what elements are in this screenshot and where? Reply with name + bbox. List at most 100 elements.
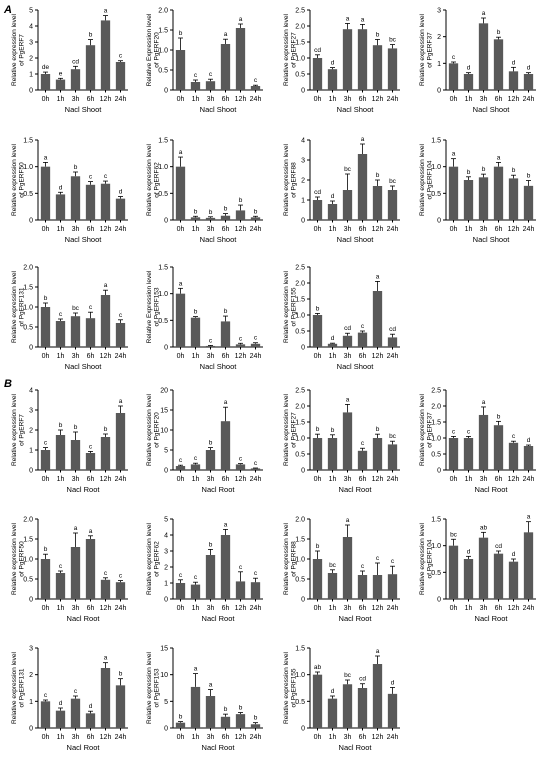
y-tick-label: 2.5 xyxy=(295,265,305,272)
chart-18: 0 0.5 1.0 1.5 bc 0h d 1h ab 3h cd 6h d 12h a 24h Nacl Ro… xyxy=(419,514,536,623)
bar xyxy=(40,74,51,90)
y-axis-label: Relative expression levelof PgERF20 xyxy=(146,394,161,466)
significance-letter: b xyxy=(89,32,93,39)
bar xyxy=(387,693,398,728)
significance-letter: c xyxy=(104,173,108,180)
bar xyxy=(235,344,246,347)
y-axis-label-line: Relative expression level xyxy=(283,394,290,466)
significance-letter: b xyxy=(179,714,183,721)
significance-letter: b xyxy=(74,164,78,171)
x-tick-label: 12h xyxy=(508,226,520,233)
y-axis-label-line: of PgERF20 xyxy=(154,412,161,448)
bar xyxy=(250,468,261,470)
significance-letter: d xyxy=(467,548,471,555)
bar xyxy=(70,440,81,470)
significance-letter: b xyxy=(316,305,320,312)
y-tick-label: 1.5 xyxy=(23,537,33,544)
x-tick-label: 12h xyxy=(372,96,384,103)
x-axis-label: Nacl Root xyxy=(202,743,236,752)
significance-letter: b xyxy=(104,426,108,433)
bar xyxy=(175,50,186,90)
significance-letter: cd xyxy=(314,47,321,54)
y-axis-label-line: of PgERF88 xyxy=(291,541,298,577)
significance-letter: a xyxy=(452,151,456,158)
x-tick-label: 12h xyxy=(100,226,112,233)
x-tick-label: 6h xyxy=(359,353,367,360)
y-axis-label-line: Relative expression level xyxy=(11,523,18,595)
x-tick-label: 24h xyxy=(115,96,127,103)
significance-letter: bc xyxy=(389,178,397,185)
x-tick-label: 12h xyxy=(100,353,112,360)
bar xyxy=(387,337,398,347)
y-tick-label: 0 xyxy=(437,597,441,604)
bar xyxy=(70,176,81,220)
y-tick-label: 0 xyxy=(301,345,305,352)
significance-letter: b xyxy=(376,426,380,433)
bar xyxy=(463,438,474,470)
x-tick-label: 1h xyxy=(329,476,337,483)
x-tick-label: 6h xyxy=(87,96,95,103)
y-tick-label: 1.5 xyxy=(295,646,305,653)
bar xyxy=(523,532,534,599)
y-tick-label: 2 xyxy=(301,178,305,185)
y-tick-label: 1.0 xyxy=(158,48,168,55)
y-tick-label: 0 xyxy=(164,597,168,604)
x-tick-label: 3h xyxy=(72,353,80,360)
x-tick-label: 0h xyxy=(450,476,458,483)
panel-label-a: A xyxy=(4,4,12,16)
significance-letter: c xyxy=(239,456,243,463)
x-tick-label: 12h xyxy=(372,734,384,741)
bar xyxy=(205,345,216,347)
bar xyxy=(357,688,368,728)
y-tick-label: 0.5 xyxy=(295,577,305,584)
significance-letter: b xyxy=(209,209,213,216)
significance-letter: c xyxy=(89,443,93,450)
significance-letter: b xyxy=(224,206,228,213)
bar xyxy=(85,539,96,599)
y-tick-label: 0 xyxy=(164,345,168,352)
bar xyxy=(357,332,368,347)
x-axis-label: Nacl Root xyxy=(475,485,509,494)
y-axis-label-line: Relative expression level xyxy=(283,523,290,595)
significance-letter: b xyxy=(316,543,320,550)
x-tick-label: 0h xyxy=(42,734,50,741)
x-axis-label: Nacl Root xyxy=(339,485,373,494)
x-axis-label: Nacl Shoot xyxy=(200,235,238,244)
bar xyxy=(372,291,383,347)
y-tick-label: 1 xyxy=(29,448,33,455)
bar xyxy=(40,166,51,220)
y-tick-label: 0.5 xyxy=(431,191,441,198)
significance-letter: a xyxy=(346,396,350,403)
significance-letter: d xyxy=(59,700,63,707)
x-axis-label: Nacl Root xyxy=(202,614,236,623)
chart-17: 0 0.5 1.0 1.5 2.0 b 0h bc 1h a 3h c 6h c 12h c 24h Nacl R… xyxy=(283,517,400,623)
y-tick-label: 0 xyxy=(29,218,33,225)
y-tick-label: 5 xyxy=(164,517,168,524)
y-axis-label-line: of PgERF37 xyxy=(427,32,434,68)
significance-letter: c xyxy=(254,460,258,467)
y-tick-label: 1.0 xyxy=(23,557,33,564)
y-tick-label: 0 xyxy=(29,345,33,352)
x-tick-label: 12h xyxy=(508,605,520,612)
significance-letter: b xyxy=(376,172,380,179)
significance-letter: c xyxy=(254,570,258,577)
bar xyxy=(85,453,96,470)
y-tick-label: 10 xyxy=(160,428,168,435)
bar xyxy=(342,335,353,347)
y-axis-label-line: Relative expression level xyxy=(419,523,426,595)
bar xyxy=(312,674,323,728)
x-tick-label: 6h xyxy=(359,734,367,741)
y-tick-label: 1.5 xyxy=(431,138,441,145)
bar xyxy=(342,412,353,470)
x-tick-label: 1h xyxy=(329,226,337,233)
x-tick-label: 6h xyxy=(495,226,503,233)
x-tick-label: 0h xyxy=(177,476,185,483)
y-tick-label: 0 xyxy=(301,88,305,95)
x-tick-label: 6h xyxy=(359,605,367,612)
x-tick-label: 1h xyxy=(192,476,200,483)
y-tick-label: 2.0 xyxy=(295,404,305,411)
y-axis-label-line: of PgERF50 xyxy=(19,541,26,577)
significance-letter: c xyxy=(194,455,198,462)
